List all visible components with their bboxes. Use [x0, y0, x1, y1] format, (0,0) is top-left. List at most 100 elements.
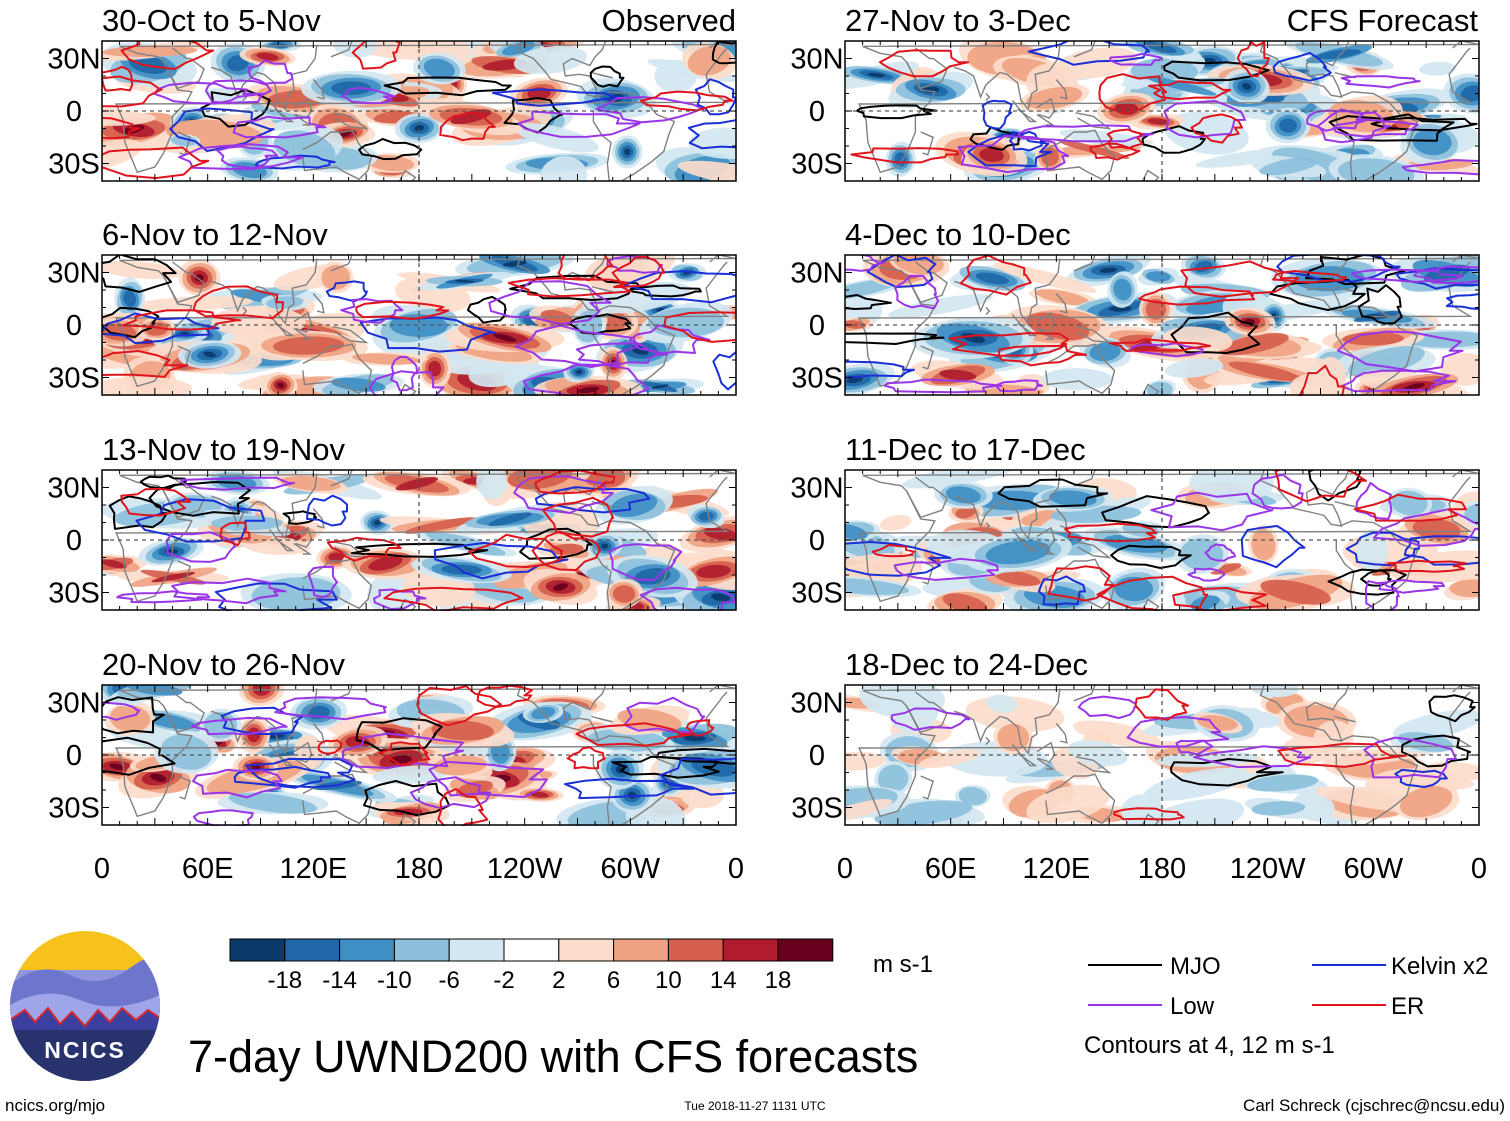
contour-low: [994, 379, 1044, 393]
contour-kelvin-x2: [712, 350, 736, 391]
contour-mjo: [1101, 495, 1211, 529]
y-tick-label: 30S: [48, 578, 100, 610]
wind-anomaly-cell: [502, 260, 527, 267]
contour-er: [351, 41, 401, 70]
y-tick-label: 30S: [791, 149, 843, 181]
contour-mjo: [845, 332, 945, 345]
coastline: [210, 473, 318, 540]
coastline: [592, 305, 676, 396]
coastline: [1334, 285, 1356, 293]
wind-anomaly-cell: [1347, 346, 1425, 378]
coastline: [1335, 305, 1419, 396]
x-tick-label: 60W: [1344, 853, 1404, 885]
contour-mjo: [102, 736, 176, 776]
coastline: [920, 560, 934, 585]
contour-mjo: [1328, 113, 1455, 142]
wind-anomaly-cell: [993, 263, 1097, 293]
contour-er: [1274, 470, 1367, 503]
coastline: [1045, 129, 1116, 181]
y-tick-label: 30S: [48, 363, 100, 395]
wind-anomaly-cell: [414, 124, 425, 132]
contour-low: [341, 732, 465, 770]
contour-kelvin-x2: [1272, 52, 1332, 82]
ncics-logo: NCICS: [10, 931, 160, 1081]
contour-er: [878, 49, 970, 78]
wind-anomaly-cell: [600, 543, 609, 549]
contour-er: [468, 533, 564, 568]
x-tick-label: 0: [837, 853, 853, 885]
contour-mjo: [102, 696, 165, 735]
contour-er: [326, 536, 402, 562]
contour-er: [557, 255, 614, 282]
x-tick-label: 120W: [1230, 853, 1306, 885]
y-tick-label: 0: [809, 96, 825, 128]
wind-anomaly-cell: [277, 382, 285, 389]
x-tick-label: 0: [1471, 853, 1487, 885]
contour-er: [1138, 285, 1256, 306]
coastline: [591, 715, 613, 723]
contour-er: [1089, 142, 1141, 161]
wind-anomaly-cell: [150, 773, 167, 782]
y-tick-label: 0: [66, 310, 82, 342]
contour-low: [307, 565, 339, 598]
contour-er: [1106, 128, 1144, 150]
contour-er: [102, 350, 189, 378]
contour-er: [102, 65, 134, 92]
contour-kelvin-x2: [623, 270, 736, 304]
contour-low: [373, 588, 427, 610]
wind-anomaly-cell: [1146, 381, 1173, 396]
contour-low: [341, 86, 396, 105]
wind-anomaly-cell: [703, 527, 736, 541]
contour-er: [476, 685, 533, 708]
coastline: [1334, 715, 1356, 723]
contour-low: [893, 557, 999, 581]
coastline: [1036, 327, 1056, 340]
coastline: [1036, 542, 1056, 555]
wind-anomaly-cell: [1342, 331, 1405, 346]
wind-anomaly-cell: [918, 749, 981, 769]
contour-low: [1336, 330, 1464, 373]
wind-anomaly-cell: [476, 470, 508, 500]
contour-low: [192, 768, 283, 799]
y-tick-label: 30S: [48, 793, 100, 825]
wind-anomaly-cell: [228, 792, 318, 814]
contour-low: [608, 543, 683, 582]
colorbar-swatch: [393, 938, 450, 962]
coastline: [905, 476, 948, 519]
contour-low: [957, 134, 1070, 174]
wind-anomaly-cell: [1041, 368, 1113, 391]
coastline: [592, 735, 676, 826]
wind-anomaly-cell: [1425, 761, 1479, 781]
coastline: [115, 41, 736, 174]
contour-mjo: [102, 255, 177, 293]
contour-er: [531, 530, 602, 571]
contour-low: [1187, 567, 1226, 582]
panel-title: 6-Nov to 12-Nov: [102, 217, 328, 252]
wind-anomaly-cell: [1035, 289, 1090, 306]
wind-anomaly-cell: [247, 727, 261, 743]
coastline: [516, 41, 607, 98]
wind-anomaly-cell: [1449, 579, 1479, 598]
contour-kelvin-x2: [845, 360, 915, 379]
wind-anomaly-cell: [102, 261, 182, 280]
contour-mjo: [1308, 470, 1363, 502]
wind-anomaly-cell: [589, 255, 676, 289]
coastline: [162, 261, 205, 304]
contour-low: [1126, 716, 1230, 748]
wind-anomaly-cell: [1164, 358, 1224, 378]
coastline: [293, 327, 313, 340]
wind-anomaly-cell: [211, 515, 283, 531]
contour-mjo: [1170, 311, 1261, 354]
wind-anomaly-cell: [433, 755, 487, 776]
contour-er: [1180, 260, 1300, 298]
colorbar-swatch: [339, 938, 395, 962]
contour-low: [575, 342, 668, 367]
coastline: [1073, 470, 1096, 487]
contour-low: [883, 378, 1003, 394]
site-url: ncics.org/mjo: [5, 1096, 105, 1115]
contour-kelvin-x2: [433, 541, 569, 580]
wind-anomaly-cell: [1247, 774, 1319, 792]
